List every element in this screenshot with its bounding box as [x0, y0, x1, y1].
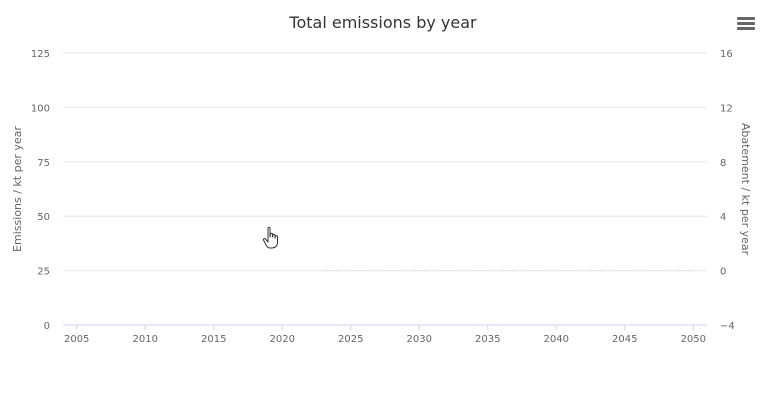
hamburger-menu-icon[interactable] [737, 17, 755, 33]
chart-title: Total emissions by year [288, 13, 477, 32]
x-tick-label: 2030 [407, 334, 432, 345]
x-axis-ticks: 2005 2010 2015 2020 2025 2030 2035 2040 2045 2050 [64, 325, 706, 345]
right-y-tick-label: 16 [720, 49, 733, 60]
left-y-tick-label: 25 [37, 267, 50, 278]
right-y-tick-label: 8 [720, 158, 726, 169]
right-y-tick-label: −4 [720, 321, 735, 332]
right-y-tick-label: 4 [720, 212, 726, 223]
left-y-tick-label: 75 [37, 158, 50, 169]
x-tick-label: 2045 [612, 334, 637, 345]
hand-pointer-icon [262, 226, 278, 249]
x-tick-label: 2005 [64, 334, 89, 345]
left-y-tick-label: 50 [37, 212, 50, 223]
x-tick-label: 2020 [270, 334, 295, 345]
left-y-tick-label: 100 [31, 103, 50, 114]
x-tick-label: 2050 [681, 334, 706, 345]
left-y-tick-label: 125 [31, 49, 50, 60]
grid-lines [63, 52, 707, 272]
x-tick-label: 2035 [475, 334, 500, 345]
left-y-tick-label: 0 [44, 321, 50, 332]
left-y-axis-title: Emissions / kt per year [11, 126, 24, 252]
x-tick-label: 2015 [201, 334, 226, 345]
left-y-axis-ticks: 0 25 50 75 100 125 [31, 49, 50, 332]
x-tick-label: 2010 [132, 334, 157, 345]
right-y-tick-label: 0 [720, 267, 726, 278]
right-y-axis-title: Abatement / kt per year [739, 123, 752, 256]
right-y-axis-ticks: −4 0 4 8 12 16 [720, 49, 735, 332]
x-tick-label: 2025 [338, 334, 363, 345]
right-y-tick-label: 12 [720, 103, 733, 114]
x-tick-label: 2040 [544, 334, 569, 345]
